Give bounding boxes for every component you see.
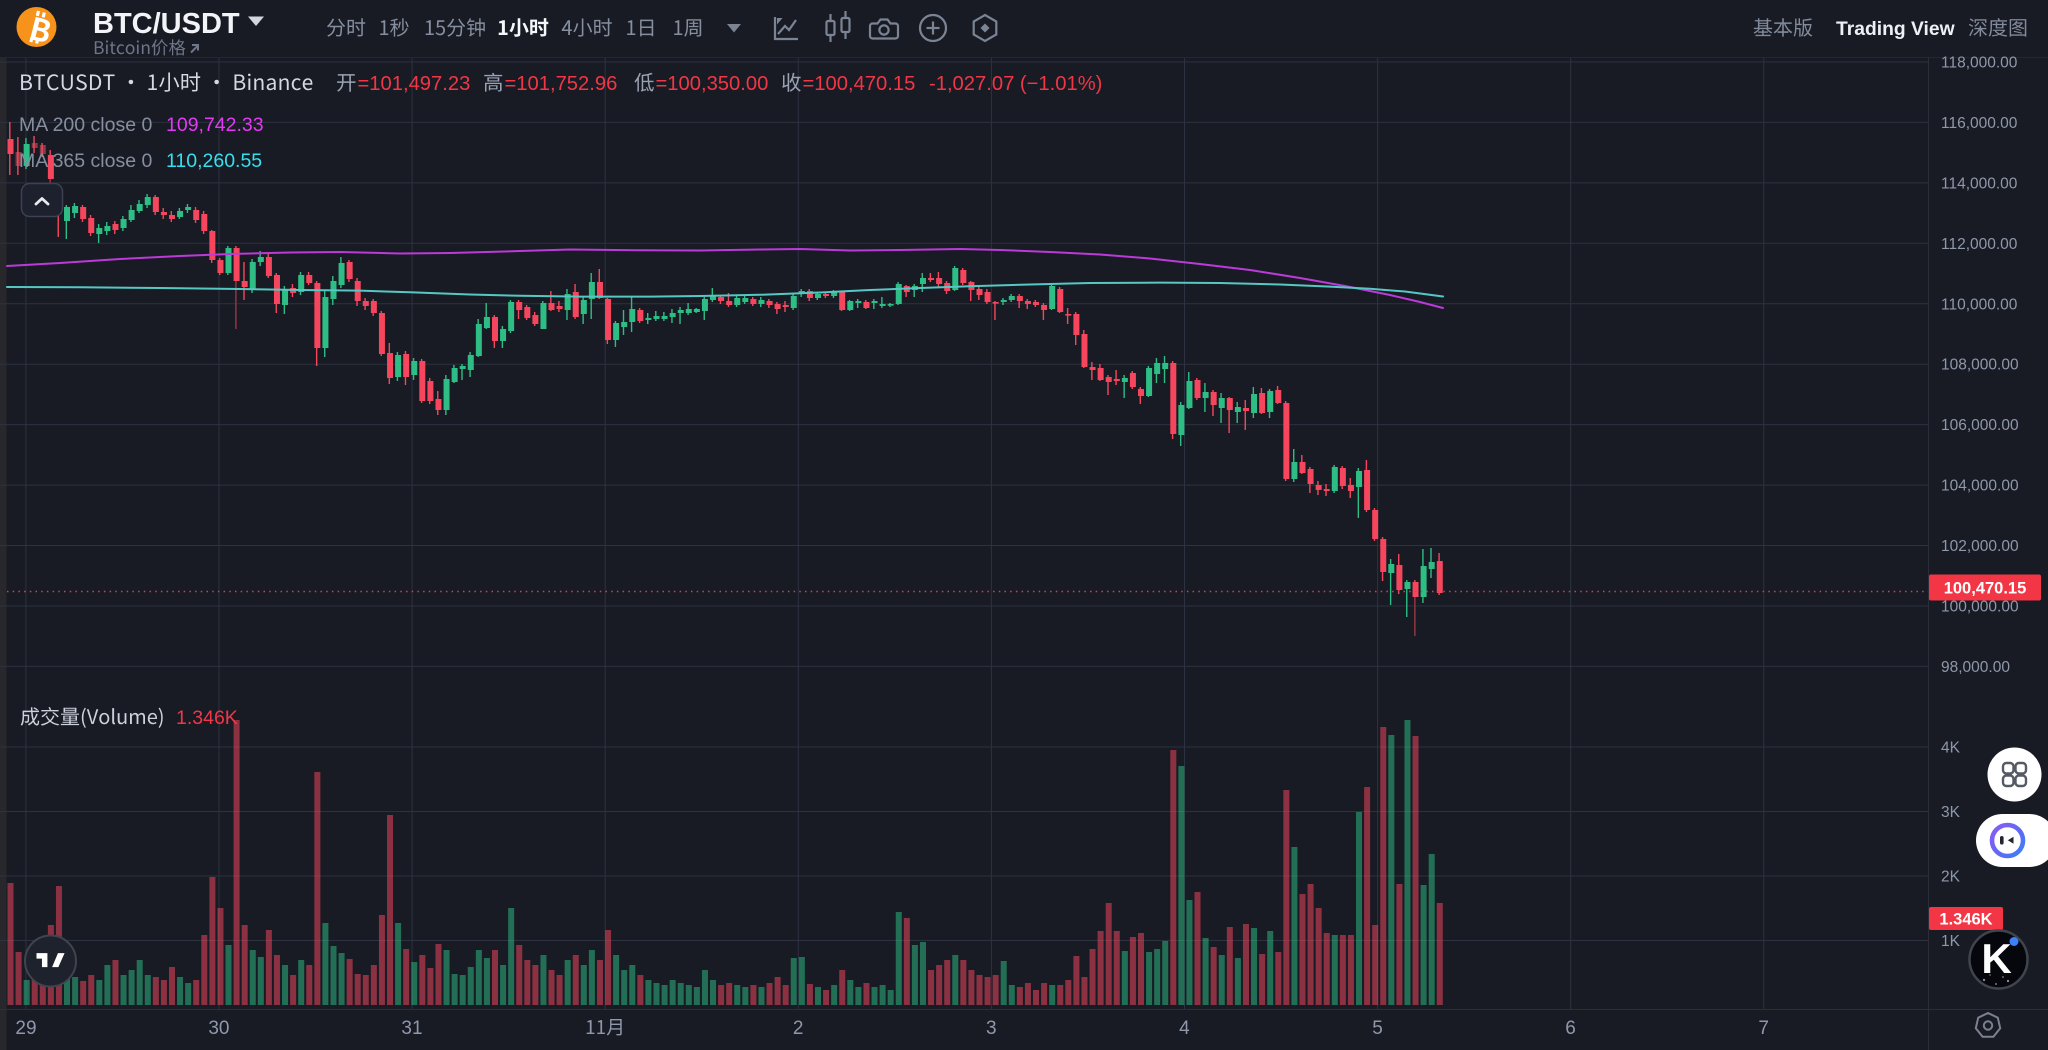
svg-text:118,000.00: 118,000.00: [1941, 55, 2018, 72]
svg-text:30: 30: [208, 1018, 229, 1039]
svg-text:29: 29: [15, 1018, 36, 1039]
svg-text:=100,350.00: =100,350.00: [656, 73, 769, 95]
svg-text:7: 7: [1758, 1018, 1769, 1039]
svg-text:5: 5: [1372, 1018, 1383, 1039]
svg-text:=101,752.96: =101,752.96: [505, 73, 618, 95]
svg-text:98,000.00: 98,000.00: [1941, 659, 2010, 676]
svg-text:100,470.15: 100,470.15: [1944, 580, 2027, 598]
svg-text:Trading View: Trading View: [1836, 19, 1956, 40]
svg-text:K: K: [1981, 935, 2011, 982]
svg-text:31: 31: [401, 1018, 422, 1039]
svg-text:108,000.00: 108,000.00: [1941, 357, 2019, 374]
svg-text:4K: 4K: [1941, 740, 1961, 757]
svg-text:BTC/USDT: BTC/USDT: [93, 8, 240, 40]
svg-text:110,000.00: 110,000.00: [1941, 296, 2018, 313]
svg-text:MA 200 close 0: MA 200 close 0: [19, 114, 152, 136]
svg-text:112,000.00: 112,000.00: [1941, 236, 2018, 253]
svg-text:1.346K: 1.346K: [1939, 911, 1992, 929]
svg-text:2: 2: [793, 1018, 804, 1039]
svg-text:100,000.00: 100,000.00: [1941, 599, 2019, 616]
svg-text:1.346K: 1.346K: [176, 707, 238, 729]
svg-text:3: 3: [986, 1018, 997, 1039]
svg-text:3K: 3K: [1941, 804, 1961, 821]
svg-text:6: 6: [1565, 1018, 1576, 1039]
svg-text:2K: 2K: [1941, 869, 1961, 886]
svg-text:114,000.00: 114,000.00: [1941, 175, 2018, 192]
svg-text:MA 365 close 0: MA 365 close 0: [19, 150, 152, 172]
svg-text:109,742.33: 109,742.33: [166, 114, 264, 136]
svg-text:4: 4: [1179, 1018, 1190, 1039]
svg-text:1K: 1K: [1941, 933, 1961, 950]
svg-text:-1,027.07 (−1.01%): -1,027.07 (−1.01%): [929, 73, 1102, 95]
svg-text:110,260.55: 110,260.55: [166, 150, 262, 172]
svg-text:102,000.00: 102,000.00: [1941, 538, 2019, 555]
svg-text:104,000.00: 104,000.00: [1941, 478, 2019, 495]
svg-text:116,000.00: 116,000.00: [1941, 115, 2018, 132]
svg-text:=101,497.23: =101,497.23: [358, 73, 471, 95]
svg-text:=100,470.15: =100,470.15: [803, 73, 916, 95]
svg-text:106,000.00: 106,000.00: [1941, 417, 2019, 434]
